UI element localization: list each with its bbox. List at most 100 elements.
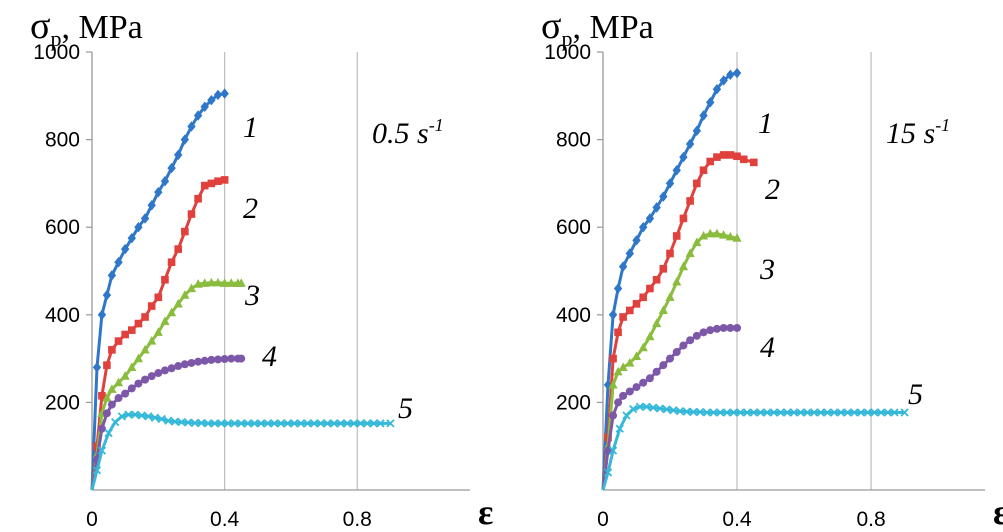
data-point (127, 326, 136, 334)
data-point (210, 419, 219, 428)
data-point (173, 298, 183, 308)
x-tick-label: 0.8 (343, 508, 372, 531)
data-point (92, 362, 102, 373)
data-point (170, 417, 180, 426)
data-point (619, 391, 628, 400)
series-label-2: 2 (243, 192, 258, 225)
data-point (632, 235, 641, 246)
data-point (213, 277, 223, 287)
data-point (836, 408, 846, 417)
data-point (689, 407, 698, 417)
data-point (369, 419, 378, 428)
data-point (672, 232, 681, 240)
data-point (756, 408, 765, 417)
data-point (113, 377, 124, 387)
y-axis-label: σp, MPa (541, 5, 654, 51)
data-point (645, 374, 654, 383)
data-point (283, 419, 292, 428)
series-label-4: 4 (760, 331, 775, 364)
data-point (685, 248, 695, 258)
data-point (310, 419, 319, 428)
data-point (682, 407, 691, 416)
data-point (356, 419, 365, 428)
data-point (349, 419, 359, 428)
data-point (181, 227, 189, 236)
data-point (144, 412, 153, 421)
data-point (150, 413, 160, 422)
series-label-1: 1 (243, 111, 258, 144)
data-point (290, 419, 299, 428)
data-point (197, 418, 206, 428)
data-point (850, 408, 859, 417)
data-point (776, 408, 785, 417)
data-point (632, 383, 641, 392)
data-point (649, 403, 658, 412)
data-point (692, 125, 702, 137)
data-point (666, 249, 674, 258)
data-point (154, 186, 163, 198)
data-point (706, 97, 715, 108)
data-point (626, 306, 634, 315)
series-1: 1 (90, 88, 258, 491)
data-point (719, 230, 729, 239)
y-tick-label: 600 (556, 216, 591, 239)
data-point (652, 367, 661, 376)
data-point (652, 202, 661, 213)
data-point (174, 245, 183, 253)
data-point (134, 319, 143, 328)
data-point (256, 419, 266, 428)
data-point (207, 355, 216, 364)
data-point (190, 418, 199, 428)
data-point (726, 69, 735, 80)
data-point (652, 275, 661, 284)
data-point (98, 392, 106, 400)
y-tick-label: 1000 (33, 41, 80, 64)
data-point (147, 372, 156, 381)
series-label-3: 3 (759, 253, 775, 286)
data-point (343, 419, 352, 428)
data-point (207, 179, 216, 188)
data-point (147, 302, 156, 310)
data-point (237, 419, 246, 428)
data-point (166, 307, 177, 317)
data-point (303, 419, 312, 428)
data-point (102, 393, 112, 402)
data-point (147, 200, 156, 211)
data-point (270, 419, 279, 428)
series-line-3 (90, 281, 242, 491)
data-point (316, 419, 325, 428)
chart-panel-2: 200 400 600 800 1000 0 0.4 0.8 σp, MPa ε 15 s-1 1 2 3… (541, 5, 1003, 532)
data-point (618, 261, 628, 272)
data-point (184, 418, 193, 427)
data-point (749, 408, 758, 417)
data-point (203, 419, 213, 428)
data-point (250, 419, 259, 428)
data-point (97, 424, 106, 433)
data-point (619, 313, 627, 321)
data-point (613, 283, 623, 294)
series-1: 1 (601, 67, 773, 491)
data-point (226, 278, 236, 287)
data-point (639, 293, 648, 302)
data-point (121, 389, 130, 398)
data-point (642, 402, 651, 411)
data-point (713, 153, 721, 161)
data-point (220, 176, 229, 184)
data-point (608, 379, 618, 389)
data-point (699, 328, 708, 337)
series-line-5 (601, 405, 905, 491)
data-point (863, 408, 872, 417)
data-point (220, 88, 229, 99)
series-2: 2 (90, 176, 258, 491)
data-point (816, 408, 825, 417)
y-axis-label: σp, MPa (30, 5, 143, 51)
data-point (679, 214, 688, 223)
series-line-2 (90, 178, 225, 491)
data-point (659, 361, 668, 370)
data-point (631, 351, 642, 361)
data-point (102, 409, 111, 418)
data-point (696, 407, 705, 417)
data-point (263, 419, 272, 428)
data-point (712, 228, 722, 238)
